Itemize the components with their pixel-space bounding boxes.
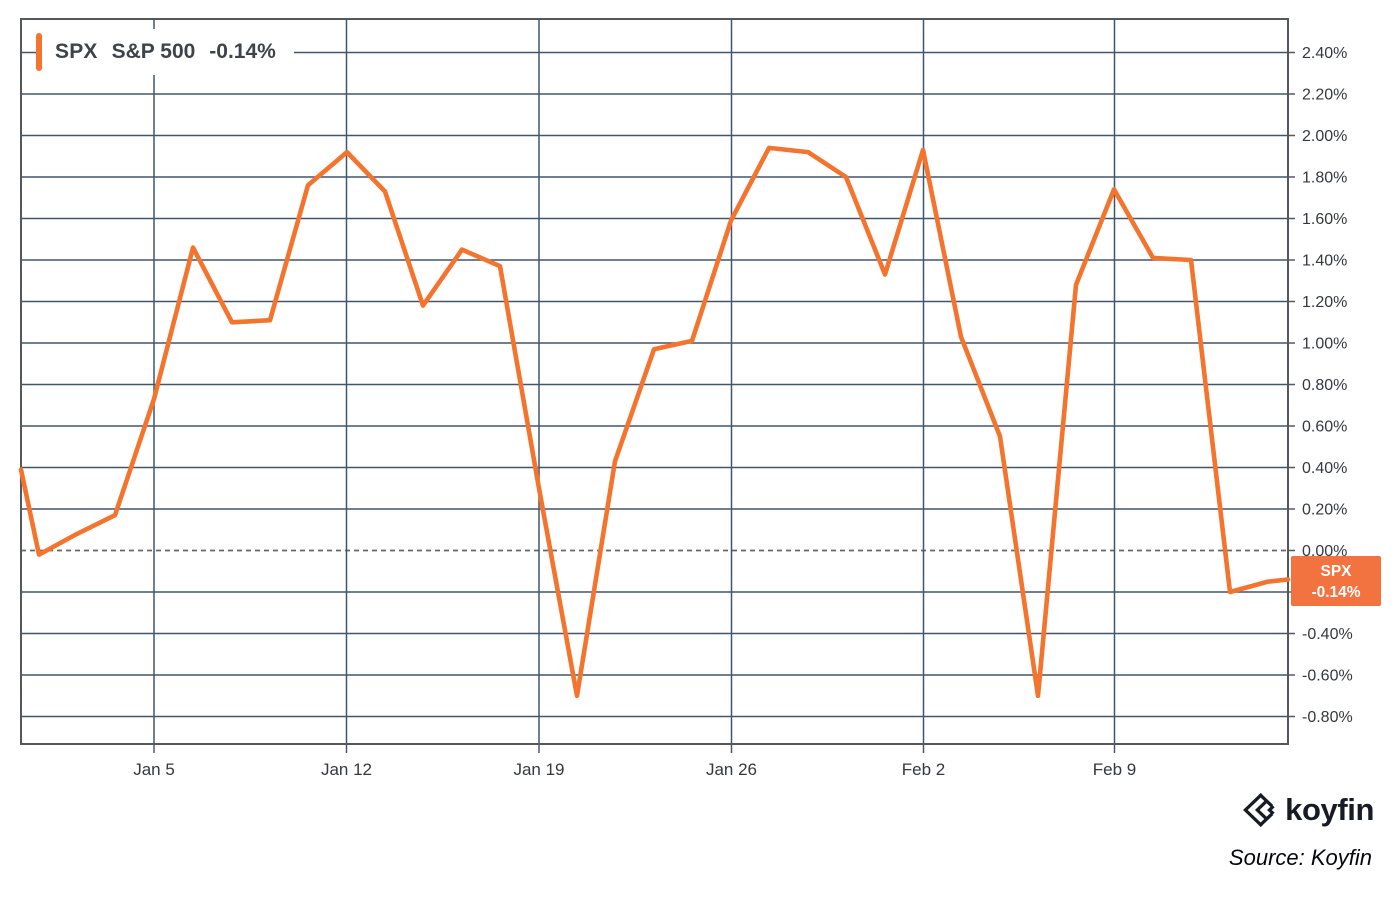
- koyfin-logo-icon: [1243, 793, 1275, 827]
- x-axis-label: Jan 12: [321, 760, 372, 779]
- x-axis-label: Feb 9: [1093, 760, 1136, 779]
- x-axis-label: Jan 19: [513, 760, 564, 779]
- series-color-marker: [36, 33, 42, 71]
- y-axis-label: 2.20%: [1302, 87, 1347, 104]
- plot-border: [20, 18, 1289, 745]
- legend-ticker: SPX: [55, 40, 98, 63]
- y-axis-label: 1.40%: [1302, 253, 1347, 270]
- legend-change-value: -0.14%: [209, 40, 276, 63]
- badge-ticker: SPX: [1320, 563, 1352, 580]
- legend-security-name: S&P 500: [111, 40, 196, 63]
- y-axis-label: 1.80%: [1302, 170, 1347, 187]
- last-value-badge: SPX -0.14%: [1291, 556, 1381, 606]
- y-axis-label: 2.00%: [1302, 128, 1347, 145]
- y-axis-label: 1.20%: [1302, 294, 1347, 311]
- y-axis-label: -0.40%: [1302, 626, 1353, 643]
- y-axis-label: 0.00%: [1302, 543, 1347, 560]
- plot-area[interactable]: [21, 19, 1288, 744]
- x-axis-label: Jan 5: [133, 760, 175, 779]
- y-axis-label: 2.40%: [1302, 45, 1347, 62]
- legend-text: SPX S&P 500 -0.14%: [55, 40, 276, 64]
- badge-change: -0.14%: [1311, 584, 1361, 602]
- y-axis-label: 1.60%: [1302, 211, 1347, 228]
- y-axis-label: -0.60%: [1302, 668, 1353, 685]
- y-axis-label: 0.80%: [1302, 377, 1347, 394]
- spx-price-line[interactable]: [18, 145, 1291, 699]
- y-axis-label: 0.40%: [1302, 460, 1347, 477]
- koyfin-branding: koyfin: [1242, 792, 1374, 828]
- y-axis-label: 1.00%: [1302, 336, 1347, 353]
- y-axis-label: 0.20%: [1302, 502, 1347, 519]
- y-axis-label: 0.60%: [1302, 419, 1347, 436]
- koyfin-logo-text: koyfin: [1285, 792, 1374, 827]
- x-axis-label: Jan 26: [706, 760, 757, 779]
- source-attribution: Source: Koyfin: [1228, 845, 1372, 870]
- x-axis-label: Feb 2: [902, 760, 945, 779]
- y-axis-label: -0.80%: [1302, 709, 1353, 726]
- chart-legend[interactable]: SPX S&P 500 -0.14%: [36, 29, 294, 75]
